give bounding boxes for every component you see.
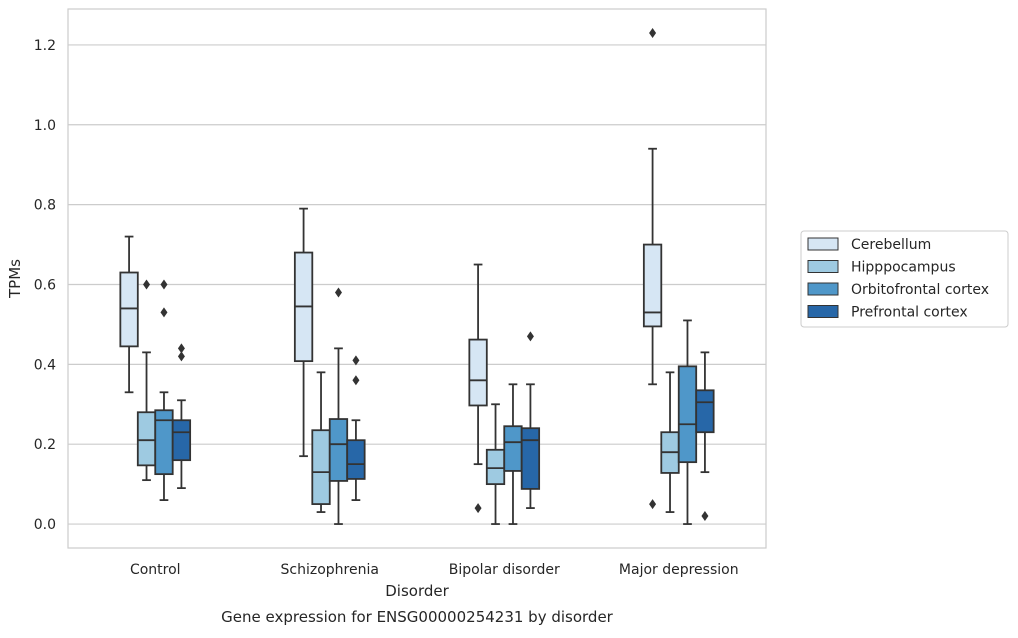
box-1-3 [154, 279, 174, 501]
box-2-4 [346, 355, 366, 501]
y-axis-label: TPMs [6, 259, 24, 299]
box-iqr [468, 338, 488, 407]
box-3-2 [485, 403, 506, 525]
box-4-2 [660, 371, 680, 513]
y-tick-label: 0.4 [34, 357, 56, 373]
box-iqr [520, 427, 541, 490]
box-1-1 [119, 235, 139, 394]
outlier-point [334, 287, 342, 298]
boxes [119, 27, 715, 525]
outlier-point [160, 307, 168, 318]
box-2-1 [293, 207, 314, 458]
box-iqr [485, 448, 506, 486]
box-3-4 [520, 331, 541, 509]
outlier-point [352, 375, 360, 386]
box-iqr [119, 271, 139, 348]
plot-frame [67, 8, 767, 549]
y-tick-label: 0.2 [34, 437, 56, 453]
legend-swatch [807, 305, 839, 318]
box-iqr [677, 365, 698, 464]
legend-swatch [807, 237, 839, 251]
legend: Cerebellum Hipppocampus Orbitofrontal cort… [800, 230, 1009, 328]
box-iqr [503, 425, 523, 472]
outlier-point [160, 279, 168, 290]
box-1-2 [136, 279, 157, 482]
chart-caption: Gene expression for ENSG00000254231 by d… [221, 608, 614, 626]
legend-label: Hipppocampus [851, 260, 956, 276]
x-tick-label: Bipolar disorder [449, 562, 560, 578]
legend-swatch [807, 282, 839, 296]
outlier-point [701, 511, 709, 522]
outlier-point [474, 503, 482, 514]
outlier-point [143, 279, 151, 290]
x-tick-label: Schizophrenia [281, 562, 379, 578]
outlier-point [352, 355, 360, 366]
y-tick-label: 1.0 [34, 118, 56, 134]
box-1-4 [171, 343, 192, 490]
outlier-point [177, 343, 185, 354]
box-4-3 [677, 319, 698, 525]
outlier-point [177, 351, 185, 362]
box-iqr [311, 429, 331, 505]
box-2-3 [328, 287, 349, 525]
outlier-point [526, 331, 534, 342]
box-3-1 [468, 263, 488, 514]
x-tick-label: Control [130, 562, 181, 578]
y-tick-label: 1.2 [34, 38, 56, 54]
box-iqr [346, 439, 366, 480]
box-iqr [328, 418, 349, 482]
y-tick-label: 0.6 [34, 277, 56, 293]
outlier-point [649, 499, 657, 510]
x-axis-ticks: Control Schizophrenia Bipolar disorder Majo… [130, 562, 739, 578]
legend-swatch [807, 260, 839, 273]
box-iqr [642, 243, 663, 328]
box-iqr [171, 419, 192, 462]
legend-frame [800, 230, 1009, 328]
legend-label: Orbitofrontal cortex [851, 282, 989, 298]
box-iqr [136, 411, 157, 467]
box-4-1 [642, 27, 663, 510]
x-axis-label: Disorder [385, 582, 449, 600]
y-tick-label: 0.0 [34, 517, 56, 533]
legend-label: Cerebellum [851, 237, 931, 253]
outlier-point [649, 27, 657, 38]
y-tick-label: 0.8 [34, 198, 56, 214]
y-axis-ticks: 0.0 0.2 0.4 0.6 0.8 1.0 1.2 [34, 38, 56, 533]
box-3-3 [503, 383, 523, 525]
box-iqr [695, 389, 715, 434]
x-tick-label: Major depression [619, 562, 739, 578]
legend-label: Prefrontal cortex [851, 305, 968, 321]
box-2-2 [311, 371, 331, 513]
box-4-4 [695, 351, 715, 522]
